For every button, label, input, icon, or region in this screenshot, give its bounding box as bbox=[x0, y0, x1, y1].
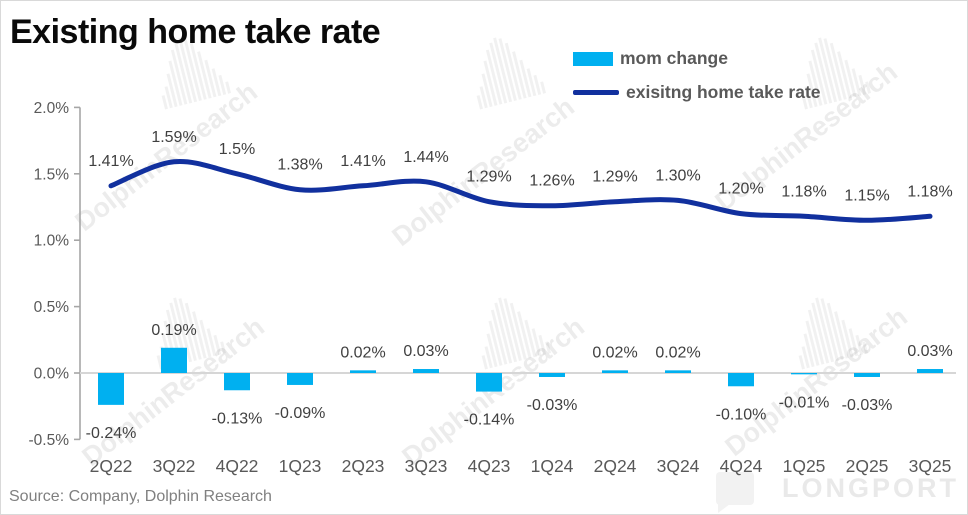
bar-swatch-icon bbox=[573, 51, 613, 66]
line-data-label: 1.18% bbox=[907, 183, 952, 200]
x-axis-label: 1Q24 bbox=[531, 456, 574, 476]
longport-watermark: LONGPORT bbox=[716, 472, 959, 513]
bar-data-label: -0.24% bbox=[86, 425, 137, 442]
y-axis-tick-label: 0.0% bbox=[34, 366, 70, 383]
x-axis-label: 1Q25 bbox=[783, 456, 826, 476]
line-data-label: 1.30% bbox=[655, 167, 700, 184]
bar-data-label: 0.02% bbox=[655, 344, 700, 361]
bar-data-label: -0.10% bbox=[716, 406, 767, 423]
y-axis-tick-label: 1.0% bbox=[34, 233, 70, 250]
line-data-label: 1.29% bbox=[466, 169, 511, 186]
bar-mom-change bbox=[476, 373, 502, 392]
bar-mom-change bbox=[350, 370, 376, 373]
x-axis-label: 4Q23 bbox=[468, 456, 511, 476]
bar-mom-change bbox=[917, 369, 943, 373]
legend-label: mom change bbox=[620, 48, 728, 68]
legend-item-bar: mom change bbox=[573, 48, 821, 69]
bar-mom-change bbox=[791, 373, 817, 375]
line-data-label: 1.20% bbox=[718, 181, 763, 198]
x-axis-label: 3Q24 bbox=[657, 456, 700, 476]
bar-data-label: 0.03% bbox=[403, 343, 448, 360]
line-data-label: 1.41% bbox=[340, 153, 385, 170]
bar-data-label: -0.03% bbox=[527, 397, 578, 414]
line-data-label: 1.59% bbox=[151, 129, 196, 146]
line-data-label: 1.26% bbox=[529, 173, 574, 190]
bar-data-label: 0.02% bbox=[340, 344, 385, 361]
x-axis-label: 2Q25 bbox=[846, 456, 889, 476]
x-axis-label: 1Q23 bbox=[279, 456, 322, 476]
legend-label: exisitng home take rate bbox=[626, 82, 821, 102]
y-axis-tick-label: 0.5% bbox=[34, 299, 70, 316]
take-rate-line bbox=[108, 159, 933, 223]
x-axis-label: 2Q22 bbox=[90, 456, 133, 476]
x-axis-label: 3Q25 bbox=[909, 456, 952, 476]
x-axis-label: 4Q22 bbox=[216, 456, 259, 476]
line-data-label: 1.15% bbox=[844, 187, 889, 204]
bar-data-label: -0.14% bbox=[464, 412, 515, 429]
line-data-label: 1.18% bbox=[781, 183, 826, 200]
bar-mom-change bbox=[728, 373, 754, 387]
line-data-label: 1.44% bbox=[403, 149, 448, 166]
bar-mom-change bbox=[287, 373, 313, 385]
chart-title: Existing home take rate bbox=[10, 13, 381, 51]
bar-mom-change bbox=[413, 369, 439, 373]
line-data-label: 1.29% bbox=[592, 169, 637, 186]
bar-data-label: 0.02% bbox=[592, 344, 637, 361]
line-data-label: 1.41% bbox=[88, 153, 133, 170]
x-axis-label: 2Q24 bbox=[594, 456, 637, 476]
legend-item-line: exisitng home take rate bbox=[573, 82, 821, 103]
x-axis-label: 3Q22 bbox=[153, 456, 196, 476]
line-data-label: 1.38% bbox=[277, 157, 322, 174]
x-axis-label: 2Q23 bbox=[342, 456, 385, 476]
bar-mom-change bbox=[98, 373, 124, 405]
bar-data-label: -0.03% bbox=[842, 397, 893, 414]
x-axis-label: 3Q23 bbox=[405, 456, 448, 476]
legend: mom change exisitng home take rate bbox=[573, 48, 821, 116]
y-axis-tick-label: 2.0% bbox=[34, 100, 70, 117]
bar-data-label: -0.09% bbox=[275, 405, 326, 422]
bar-data-label: -0.01% bbox=[779, 394, 830, 411]
bar-mom-change bbox=[224, 373, 250, 391]
y-axis-tick-label: 1.5% bbox=[34, 166, 70, 183]
bar-mom-change bbox=[665, 370, 691, 373]
bar-data-label: 0.19% bbox=[151, 322, 196, 339]
longport-brand-text: LONGPORT bbox=[782, 473, 959, 503]
bar-data-label: 0.03% bbox=[907, 343, 952, 360]
bar-data-label: -0.13% bbox=[212, 410, 263, 427]
x-axis-label: 4Q24 bbox=[720, 456, 763, 476]
bar-mom-change bbox=[161, 347, 187, 373]
line-swatch-icon bbox=[573, 90, 619, 95]
y-axis-tick-label: -0.5% bbox=[29, 432, 70, 449]
longport-logo-icon bbox=[716, 472, 754, 513]
line-data-label: 1.5% bbox=[219, 141, 255, 158]
bar-mom-change bbox=[539, 373, 565, 377]
source-note: Source: Company, Dolphin Research bbox=[9, 488, 272, 505]
bar-mom-change bbox=[854, 373, 880, 377]
bar-mom-change bbox=[602, 370, 628, 373]
